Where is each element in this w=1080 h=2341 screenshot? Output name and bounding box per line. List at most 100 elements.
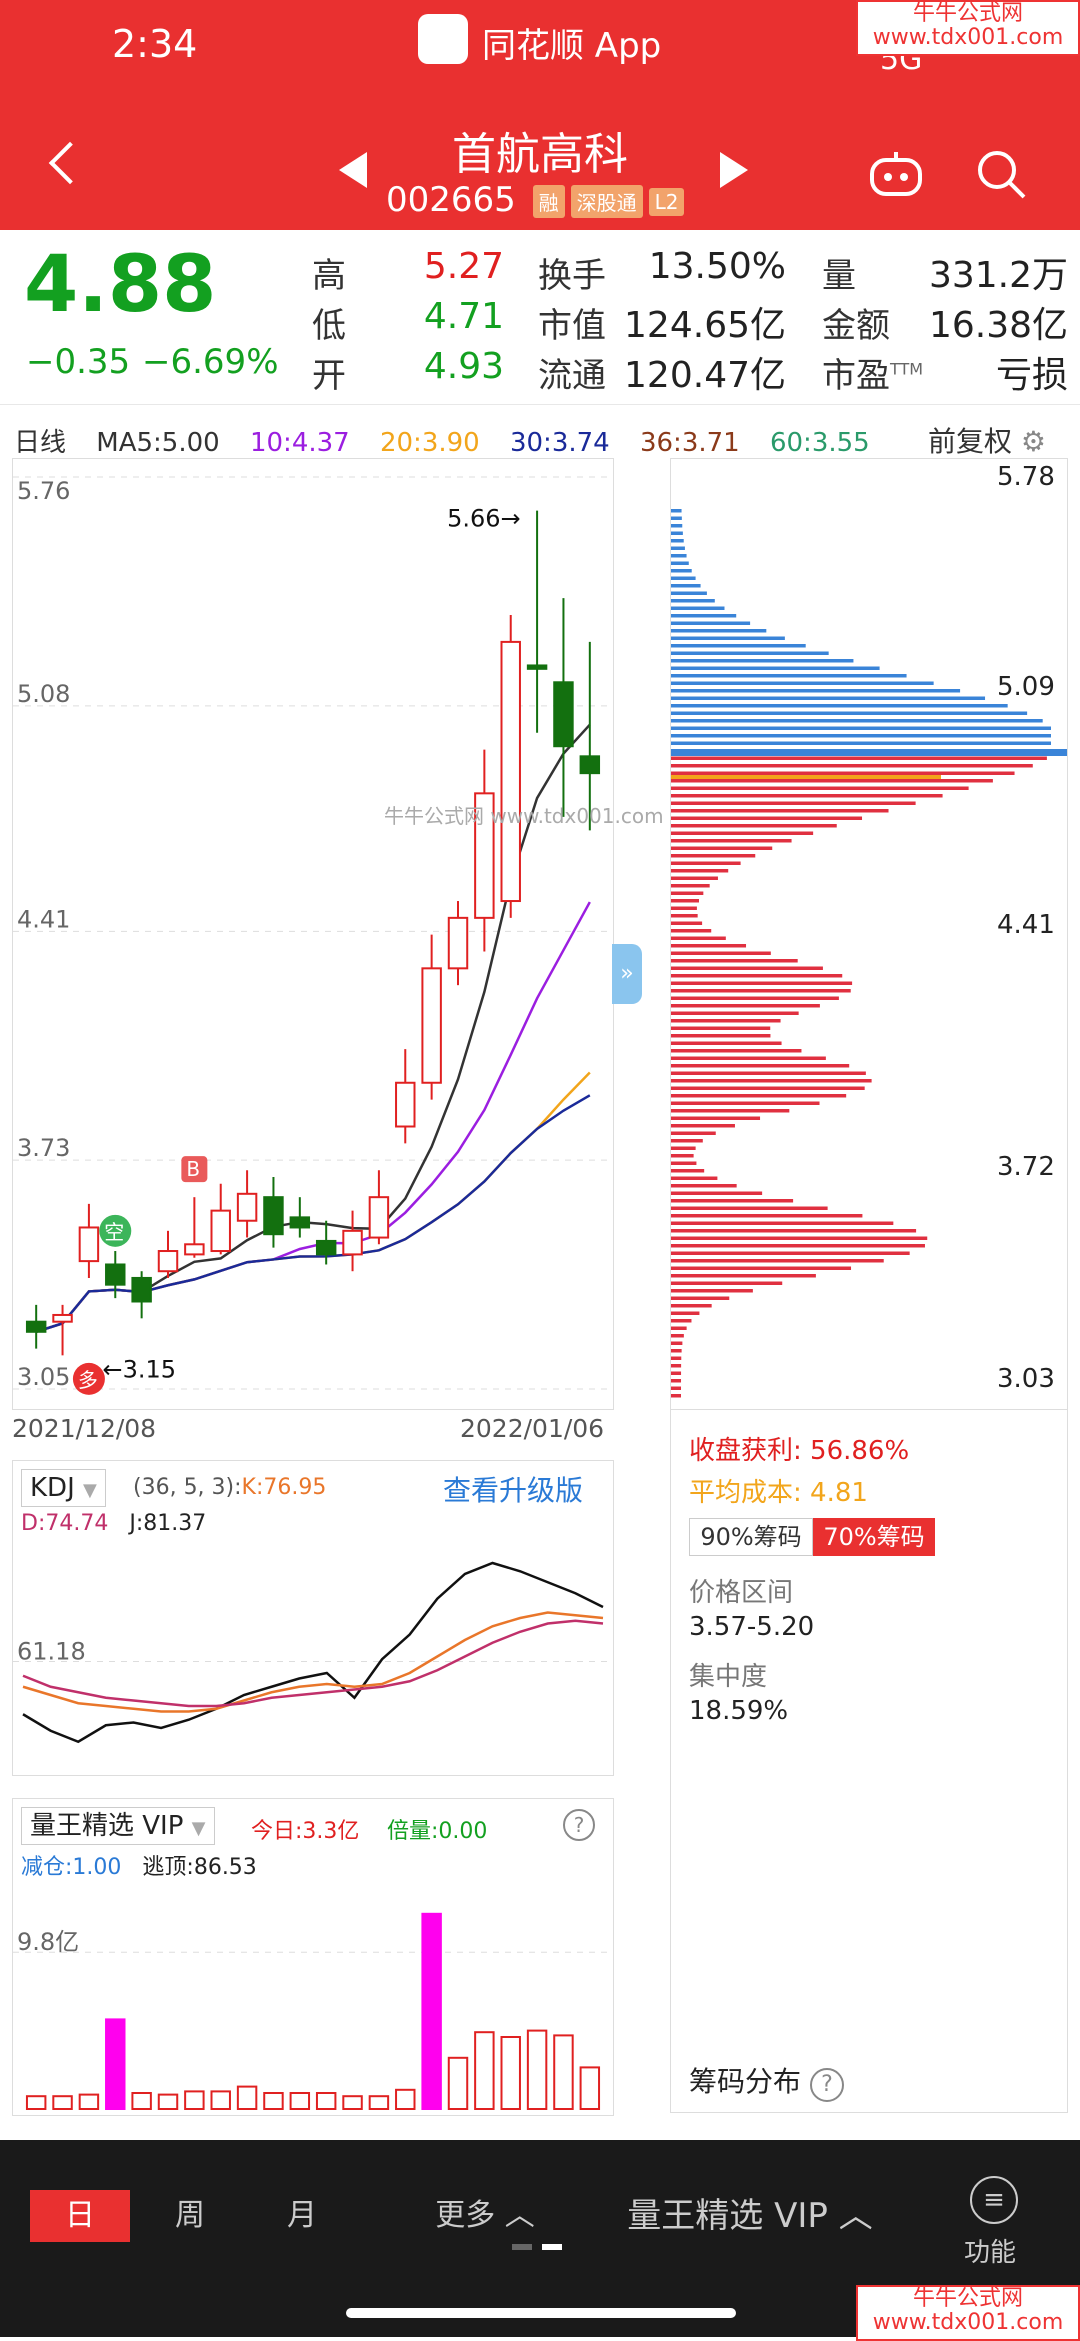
chip-bar	[671, 869, 729, 873]
expand-handle-icon[interactable]: »	[612, 944, 642, 1004]
volume-bar	[579, 2066, 601, 2110]
chip-footer-label: 筹码分布	[689, 2065, 802, 2098]
chip-bar	[671, 1394, 682, 1398]
chip-bar	[671, 719, 1043, 723]
chip-bar	[671, 846, 773, 850]
turnover-label: 换手	[538, 256, 606, 296]
volume-bar	[395, 2088, 416, 2110]
volume-bar	[25, 2095, 47, 2111]
help-icon[interactable]: ?	[809, 2068, 844, 2102]
chip-bar	[671, 899, 699, 903]
candle	[579, 755, 601, 775]
pe-label-text: 市盈	[822, 356, 890, 396]
settings-icon[interactable]: ⚙	[1020, 425, 1047, 458]
home-indicator[interactable]	[346, 2308, 736, 2318]
divider	[0, 404, 1080, 405]
float-value: 120.47亿	[624, 355, 786, 396]
indicator-selector[interactable]: 量王精选 VIP ︿	[600, 2190, 900, 2242]
volume-bar	[78, 2093, 100, 2111]
chip-bar	[671, 1011, 799, 1015]
volume-bar	[315, 2092, 337, 2110]
chip-bar	[671, 809, 889, 813]
ma20-line	[35, 1071, 591, 1333]
chip-bar	[671, 1334, 684, 1338]
chip-bar	[671, 554, 687, 558]
date-start: 2021/12/08	[12, 1414, 157, 1443]
robot-icon[interactable]	[868, 150, 924, 198]
chip-bar	[671, 659, 854, 663]
chip-bar	[671, 1049, 802, 1053]
tab-more[interactable]: 更多 ︿	[420, 2190, 550, 2242]
tab-month[interactable]: 月	[287, 2198, 317, 2233]
chip-bar	[671, 1326, 687, 1330]
back-icon[interactable]	[48, 141, 92, 185]
volume-name: 量王精选 VIP	[30, 1811, 184, 1841]
chip-bar	[671, 1086, 865, 1090]
tab-week[interactable]: 周	[175, 2198, 205, 2233]
chip-bar	[671, 951, 771, 955]
chip-bar	[671, 824, 837, 828]
chip-bar	[671, 1079, 872, 1083]
signal-kong-badge	[99, 1214, 132, 1247]
chip-bar	[671, 966, 823, 970]
volume-selector[interactable]: 量王精选 VIP ▼	[21, 1807, 215, 1845]
high-label: 高	[312, 256, 346, 296]
volume-bar	[131, 2092, 152, 2110]
volume-value: 331.2万	[928, 255, 1068, 296]
chip-bar	[671, 689, 961, 693]
chip-y-tick: 5.09	[997, 672, 1055, 702]
chip-bar	[671, 576, 696, 580]
chip-y-tick: 3.03	[997, 1364, 1055, 1394]
volume-bar	[236, 2085, 258, 2111]
price-change-pct: −6.69%	[142, 342, 279, 382]
chip-bar	[671, 531, 683, 535]
amount-value: 16.38亿	[928, 305, 1068, 346]
volume-label: 量	[822, 256, 856, 296]
next-stock-icon[interactable]	[718, 150, 752, 190]
ma60-value: 60:3.55	[769, 428, 870, 458]
vol-ratio: 倍量:0.00	[387, 1819, 488, 1844]
cost-label: 平均成本:	[689, 1478, 802, 1508]
candle	[342, 1229, 363, 1256]
signal-duo-badge	[72, 1362, 105, 1395]
chip-bar	[671, 1199, 794, 1203]
chip-info-panel: 收盘获利: 56.86% 平均成本: 4.81 90%筹码 70%筹码 价格区间…	[670, 1408, 1068, 2113]
prev-stock-icon[interactable]	[335, 150, 369, 190]
tab-day[interactable]: 日	[30, 2190, 130, 2242]
chevron-up-icon: ︿	[838, 2196, 873, 2236]
kdj-selector[interactable]: KDJ ▼	[21, 1469, 106, 1507]
mktcap-label: 市值	[538, 306, 606, 346]
chip-tab-70[interactable]: 70%筹码	[813, 1518, 935, 1556]
adjust-toggle[interactable]: 前复权 ⚙	[928, 420, 1046, 460]
open-label: 开	[312, 356, 346, 396]
chip-bar	[671, 1154, 694, 1158]
chip-bar	[671, 831, 814, 835]
help-icon[interactable]: ?	[563, 1809, 595, 1841]
ma36-value: 36:3.71	[639, 428, 740, 458]
volume-bar	[474, 2031, 495, 2110]
chip-y-tick: 5.78	[997, 462, 1055, 492]
menu-icon[interactable]: ≡	[970, 2176, 1018, 2224]
vol-escape: 逃顶:86.53	[142, 1855, 257, 1880]
stock-name: 首航高科	[452, 129, 628, 180]
chip-bar	[671, 906, 697, 910]
function-label[interactable]: 功能	[964, 2238, 1017, 2268]
candle	[368, 1196, 390, 1239]
chip-bar	[671, 876, 718, 880]
tag-margin: 融	[532, 185, 565, 218]
chip-bar	[671, 1289, 753, 1293]
upgrade-link[interactable]: 查看升级版	[443, 1474, 584, 1507]
period-label[interactable]: 日线	[14, 428, 67, 458]
chip-bar	[671, 1034, 771, 1038]
kdj-panel: KDJ ▼ (36, 5, 3):K:76.95 查看升级版 D:74.74 J…	[12, 1460, 614, 1776]
chip-bar	[671, 1094, 847, 1098]
chip-bar	[671, 1266, 852, 1270]
search-icon[interactable]	[975, 148, 1027, 200]
candle	[263, 1196, 284, 1236]
kline-chart[interactable]: 5.76 5.08 4.41 3.73 3.05 5.66→ ←3.15 空多 B	[12, 458, 614, 1410]
chip-tab-90[interactable]: 90%筹码	[689, 1518, 813, 1556]
chip-bar	[671, 1379, 682, 1383]
app-name: 同花顺 App	[482, 26, 662, 66]
chip-bar	[671, 1041, 782, 1045]
chip-bar	[671, 1214, 863, 1218]
